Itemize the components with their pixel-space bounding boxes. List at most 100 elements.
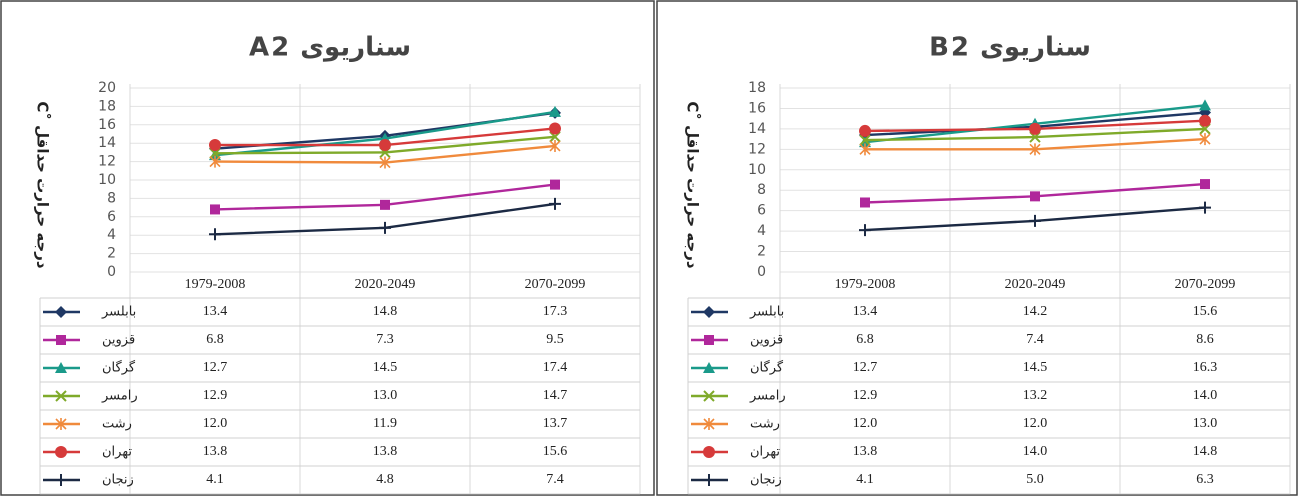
legend-label: بابلسر [749, 305, 784, 320]
legend-label: زنجان [750, 473, 782, 488]
legend-label: قزوین [102, 333, 135, 348]
table-cell: 12.9 [853, 388, 878, 403]
table-cell: 12.0 [1023, 416, 1048, 431]
marker [55, 474, 67, 486]
marker [56, 335, 66, 345]
marker [704, 335, 714, 345]
x-tick-label: 2020-2049 [355, 277, 416, 292]
marker [210, 204, 220, 215]
table-cell: 12.0 [853, 416, 878, 431]
marker [1199, 114, 1211, 127]
table-cell: 14.5 [373, 360, 398, 375]
x-tick-label: 2070-2099 [525, 277, 586, 292]
marker [1029, 122, 1041, 135]
marker [549, 105, 561, 117]
table-cell: 13.7 [543, 416, 568, 431]
panel-border [0, 0, 655, 496]
y-tick-label: 14 [748, 121, 766, 137]
table-cell: 13.4 [203, 304, 228, 319]
table-cell: 6.3 [1196, 472, 1214, 487]
y-tick-label: 16 [98, 117, 116, 133]
y-tick-label: 12 [748, 141, 766, 157]
table-cell: 13.0 [373, 388, 398, 403]
y-tick-label: 0 [107, 264, 116, 280]
table-cell: 13.8 [373, 444, 398, 459]
x-tick-label: 2020-2049 [1005, 277, 1066, 292]
y-tick-label: 18 [98, 98, 116, 114]
y-tick-label: 12 [98, 154, 116, 170]
table-cell: 14.7 [543, 388, 568, 403]
y-tick-label: 4 [757, 223, 766, 239]
marker [55, 418, 67, 430]
marker [379, 139, 391, 152]
table-cell: 4.8 [376, 472, 394, 487]
marker [55, 390, 67, 402]
x-tick-label: 2070-2099 [1175, 277, 1236, 292]
marker [703, 418, 715, 430]
table-cell: 5.0 [1026, 472, 1044, 487]
marker [860, 197, 870, 208]
panel-border [656, 0, 1298, 496]
y-tick-label: 6 [107, 209, 116, 225]
y-tick-label: 10 [98, 172, 116, 188]
marker [703, 474, 715, 486]
table-cell: 7.4 [1026, 332, 1044, 347]
marker [703, 446, 715, 458]
marker [1200, 179, 1210, 190]
table-cell: 14.8 [373, 304, 398, 319]
marker [703, 362, 715, 373]
table-cell: 14.0 [1193, 388, 1218, 403]
chart-title: سناریوی A2 [249, 33, 411, 63]
table-cell: 14.0 [1023, 444, 1048, 459]
table-cell: 4.1 [856, 472, 874, 487]
legend-label: تهران [102, 445, 132, 460]
marker [380, 199, 390, 210]
marker [549, 122, 561, 135]
marker [1030, 191, 1040, 202]
y-axis-label: درجه حرارت حداقل ˚C [684, 101, 702, 269]
table-cell: 14.5 [1023, 360, 1048, 375]
legend-label: زنجان [102, 473, 134, 488]
table-cell: 6.8 [856, 332, 874, 347]
legend-label: گرگان [750, 360, 784, 376]
chart-title: سناریوی B2 [929, 33, 1091, 63]
table-cell: 4.1 [206, 472, 224, 487]
legend-label: رامسر [749, 389, 786, 404]
y-tick-label: 2 [757, 244, 766, 260]
x-tick-label: 1979-2008 [185, 277, 246, 292]
legend-label: بابلسر [101, 305, 136, 320]
x-tick-label: 1979-2008 [835, 277, 896, 292]
table-cell: 14.2 [1023, 304, 1048, 319]
marker [859, 124, 871, 137]
table-cell: 13.4 [853, 304, 878, 319]
table-cell: 7.3 [376, 332, 394, 347]
marker [550, 179, 560, 190]
legend-label: رشت [102, 417, 132, 432]
marker [379, 156, 391, 169]
table-cell: 12.0 [203, 416, 228, 431]
legend-label: تهران [750, 445, 780, 460]
table-cell: 7.4 [546, 472, 564, 487]
table-cell: 11.9 [373, 416, 397, 431]
marker [55, 306, 67, 318]
marker [703, 390, 715, 402]
table-cell: 6.8 [206, 332, 224, 347]
table-cell: 8.6 [1196, 332, 1214, 347]
legend-label: قزوین [750, 333, 783, 348]
table-cell: 17.3 [543, 304, 568, 319]
marker [209, 155, 221, 168]
table-cell: 14.8 [1193, 444, 1218, 459]
table-cell: 13.0 [1193, 416, 1218, 431]
table-cell: 9.5 [546, 332, 564, 347]
y-tick-label: 10 [748, 162, 766, 178]
y-axis-label: درجه حرارت حداقل ˚C [34, 101, 52, 269]
marker [859, 134, 871, 146]
y-tick-label: 6 [757, 203, 766, 219]
y-tick-label: 2 [107, 246, 116, 262]
table-cell: 15.6 [1193, 304, 1218, 319]
marker [209, 228, 221, 241]
marker [1199, 133, 1211, 146]
y-tick-label: 4 [107, 227, 116, 243]
marker [1199, 201, 1211, 214]
